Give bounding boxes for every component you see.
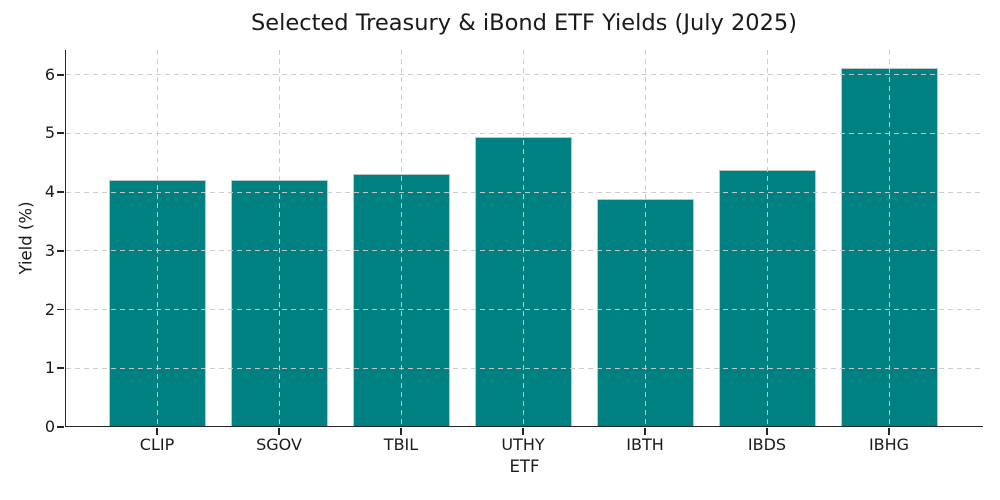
plot-area: Yield (%) ETF 0 1 2 3 4 5 6 CLIP SGOV TBIL UTHY IBT…: [17, 50, 983, 476]
x-gridline: [766, 50, 768, 426]
x-tick-mark: [888, 428, 890, 435]
y-tick-mark: [57, 367, 64, 370]
x-tick-label-clip: CLIP: [139, 435, 175, 454]
y-gridline: [66, 250, 983, 252]
x-gridline: [400, 50, 402, 426]
y-tick-label: 4: [44, 182, 55, 202]
y-tick-mark: [57, 73, 64, 76]
y-gridline: [66, 367, 983, 369]
x-tick-label-ibds: IBDS: [747, 435, 787, 454]
x-tick-label-tbil: TBIL: [383, 435, 419, 454]
y-gridline: [66, 74, 983, 76]
x-gridline: [522, 50, 524, 426]
x-tick-mark: [644, 428, 646, 435]
y-gridline: [66, 132, 983, 134]
y-tick-label: 3: [44, 240, 55, 260]
x-tick-label-sgov: SGOV: [256, 435, 302, 454]
x-tick-label-uthy: UTHY: [501, 435, 545, 454]
y-tick-label: 5: [44, 123, 55, 143]
y-gridline: [66, 309, 983, 311]
y-axis-label: Yield (%): [16, 201, 36, 275]
x-tick-mark: [766, 428, 768, 435]
y-tick-mark: [57, 191, 64, 193]
y-tick-mark: [57, 249, 64, 252]
y-gridline: [66, 191, 983, 193]
x-gridline: [888, 50, 890, 426]
x-gridline: [156, 50, 158, 426]
x-tick-label-ibth: IBTH: [626, 435, 664, 454]
x-gridline: [278, 50, 280, 426]
y-tick-label: 6: [44, 64, 55, 84]
x-axis-label: ETF: [509, 457, 540, 476]
x-gridline: [644, 50, 646, 426]
y-tick-mark: [57, 426, 64, 428]
x-tick-mark: [522, 428, 524, 435]
y-tick-label: 0: [44, 417, 55, 436]
x-tick-mark: [278, 428, 280, 435]
y-tick-mark: [57, 132, 64, 135]
x-tick-mark: [400, 428, 402, 435]
y-tick-label: 2: [44, 299, 55, 319]
x-tick-label-ibhg: IBHG: [868, 435, 910, 454]
y-tick-mark: [57, 308, 64, 311]
chart-title: Selected Treasury & iBond ETF Yields (Ju…: [251, 10, 797, 36]
x-tick-mark: [156, 428, 158, 435]
y-tick-label: 1: [44, 358, 55, 378]
